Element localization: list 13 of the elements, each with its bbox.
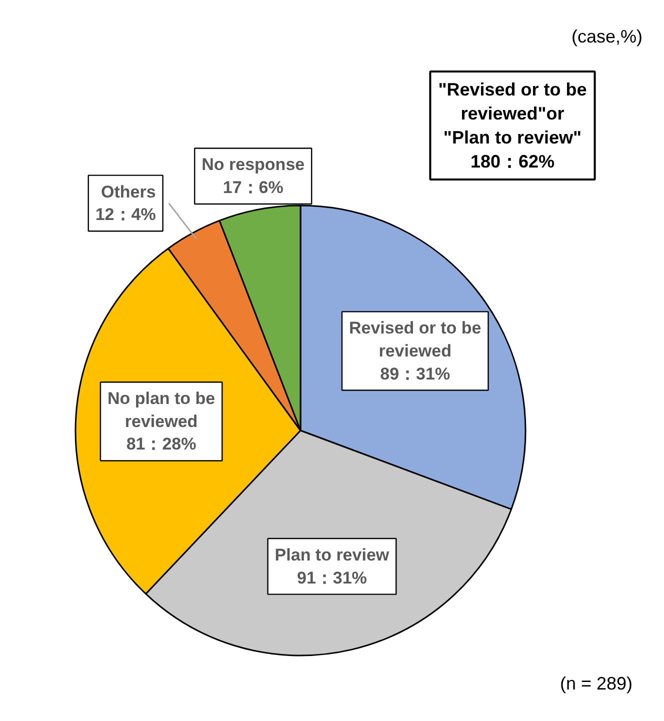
slice-label: Revised or to be reviewed — [348, 318, 482, 360]
data-label: 89：31% — [380, 364, 450, 384]
data-label: 12：4% — [95, 205, 156, 224]
slice-label: Plan to review — [274, 546, 390, 565]
text: (n = 289) — [560, 674, 632, 694]
text: "Revised or to be reviewed"or "Plan to review" 180：62% — [438, 80, 587, 172]
slice-label: Others — [101, 182, 156, 202]
slice-label: No response — [202, 155, 305, 174]
data-label: 81：28% — [126, 434, 196, 454]
data-label: 17：6% — [222, 178, 284, 198]
text: (case,%) — [571, 26, 642, 46]
data-label: 91：31% — [296, 568, 367, 588]
slice-label: No plan to be reviewed — [107, 389, 216, 431]
